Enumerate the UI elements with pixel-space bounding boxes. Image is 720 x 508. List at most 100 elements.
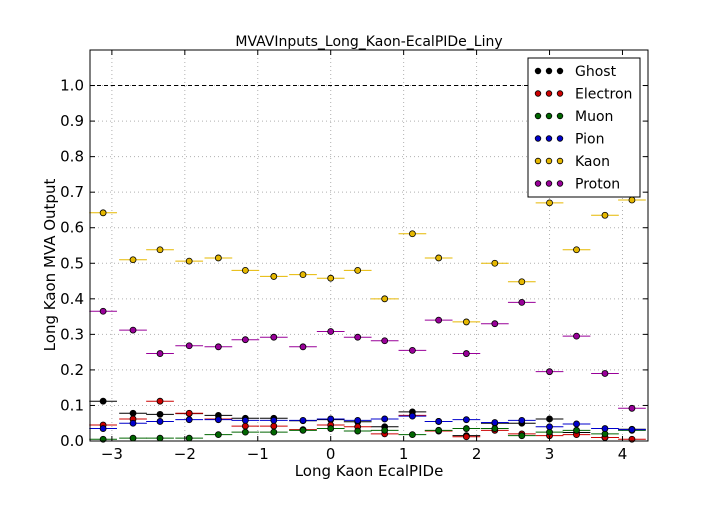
data-point bbox=[518, 278, 526, 286]
data-point bbox=[628, 426, 636, 434]
data-point bbox=[381, 426, 389, 434]
data-point bbox=[408, 431, 416, 439]
data-point bbox=[185, 257, 193, 265]
legend-entry: Proton bbox=[534, 177, 620, 193]
data-point bbox=[99, 397, 107, 405]
data-point bbox=[354, 333, 362, 341]
legend-label: Pion bbox=[575, 132, 604, 148]
data-point bbox=[156, 410, 164, 418]
y-tick-label: 0.7 bbox=[60, 183, 84, 201]
data-point bbox=[185, 416, 193, 424]
data-point bbox=[99, 307, 107, 315]
data-point bbox=[573, 426, 580, 434]
legend-marker bbox=[545, 90, 553, 97]
series-pion bbox=[89, 412, 646, 434]
data-point bbox=[185, 342, 193, 350]
x-tick-label: −1 bbox=[247, 445, 269, 463]
data-point bbox=[241, 336, 249, 344]
data-point bbox=[214, 431, 222, 439]
data-point bbox=[129, 434, 137, 442]
legend-entry: Ghost bbox=[534, 64, 617, 80]
series-proton bbox=[89, 298, 646, 412]
data-point bbox=[435, 426, 443, 434]
plot-frame bbox=[89, 49, 649, 442]
legend-marker bbox=[545, 112, 553, 120]
y-tick-label: 0.4 bbox=[60, 290, 84, 308]
data-point bbox=[491, 419, 499, 426]
legend-marker bbox=[545, 180, 553, 187]
data-point bbox=[462, 318, 470, 326]
data-point bbox=[156, 246, 164, 254]
x-tick-label: −3 bbox=[101, 445, 123, 463]
data-point bbox=[327, 425, 335, 432]
legend-marker bbox=[534, 112, 542, 120]
legend-label: Kaon bbox=[575, 154, 610, 170]
data-point bbox=[156, 350, 164, 357]
data-point bbox=[546, 368, 553, 376]
legend-entry: Kaon bbox=[534, 154, 610, 170]
legend-label: Electron bbox=[575, 87, 632, 103]
legend-marker bbox=[556, 180, 564, 187]
legend-marker bbox=[534, 135, 542, 142]
legend-entry: Pion bbox=[534, 132, 604, 148]
chart-title: MVAVInputs_Long_Kaon-EcalPIDe_Liny bbox=[235, 34, 502, 50]
y-tick-label: 0.9 bbox=[60, 112, 84, 130]
data-point bbox=[156, 418, 164, 425]
data-point bbox=[518, 432, 526, 440]
data-point bbox=[129, 409, 137, 417]
legend-marker bbox=[534, 157, 542, 165]
legend-marker bbox=[556, 135, 564, 142]
data-point bbox=[241, 422, 249, 430]
x-axis-label: Long Kaon EcalPIDe bbox=[295, 462, 444, 480]
data-point bbox=[99, 425, 107, 432]
data-point bbox=[299, 416, 307, 424]
data-point bbox=[241, 416, 249, 424]
data-point bbox=[270, 416, 278, 424]
data-point bbox=[518, 416, 526, 424]
legend-label: Muon bbox=[575, 109, 613, 125]
data-point bbox=[408, 346, 416, 354]
legend-box bbox=[527, 57, 641, 198]
legend-marker bbox=[545, 67, 553, 75]
x-tick-label: 3 bbox=[545, 445, 555, 463]
data-point bbox=[327, 274, 335, 282]
data-point bbox=[518, 298, 526, 306]
data-point bbox=[99, 209, 107, 217]
data-point bbox=[299, 426, 307, 434]
data-point bbox=[156, 434, 164, 442]
x-tick-label: 2 bbox=[472, 445, 482, 463]
data-point bbox=[628, 196, 636, 204]
y-tick-label: 0.6 bbox=[60, 219, 84, 237]
y-tick-label: 0.0 bbox=[60, 432, 84, 450]
data-point bbox=[214, 416, 222, 424]
data-point bbox=[129, 326, 137, 334]
data-point bbox=[435, 418, 443, 425]
y-tick-label: 0.1 bbox=[60, 396, 84, 414]
y-tick-label: 0.2 bbox=[60, 361, 84, 379]
y-tick-label: 0.8 bbox=[60, 148, 84, 166]
legend-label: Ghost bbox=[575, 64, 617, 80]
x-tick-label: 0 bbox=[326, 445, 336, 463]
data-point bbox=[354, 427, 362, 435]
data-point bbox=[327, 415, 335, 423]
data-point bbox=[408, 230, 416, 238]
data-point bbox=[299, 343, 307, 351]
x-tick-label: −2 bbox=[174, 445, 196, 463]
legend-entry: Electron bbox=[534, 87, 632, 103]
y-tick-label: 0.3 bbox=[60, 325, 84, 343]
legend-entry: Muon bbox=[534, 109, 613, 125]
legend-marker bbox=[556, 90, 564, 97]
legend-marker bbox=[534, 67, 542, 75]
data-point bbox=[270, 422, 278, 430]
legend-marker bbox=[556, 157, 564, 165]
x-tick-label: 1 bbox=[399, 445, 409, 463]
series-muon bbox=[89, 425, 646, 443]
data-point bbox=[185, 434, 193, 442]
y-tick-label: 0.5 bbox=[60, 254, 84, 272]
data-point bbox=[214, 254, 222, 262]
data-point bbox=[270, 333, 278, 341]
data-point bbox=[381, 415, 389, 423]
data-point bbox=[129, 256, 137, 264]
data-point bbox=[381, 337, 389, 345]
